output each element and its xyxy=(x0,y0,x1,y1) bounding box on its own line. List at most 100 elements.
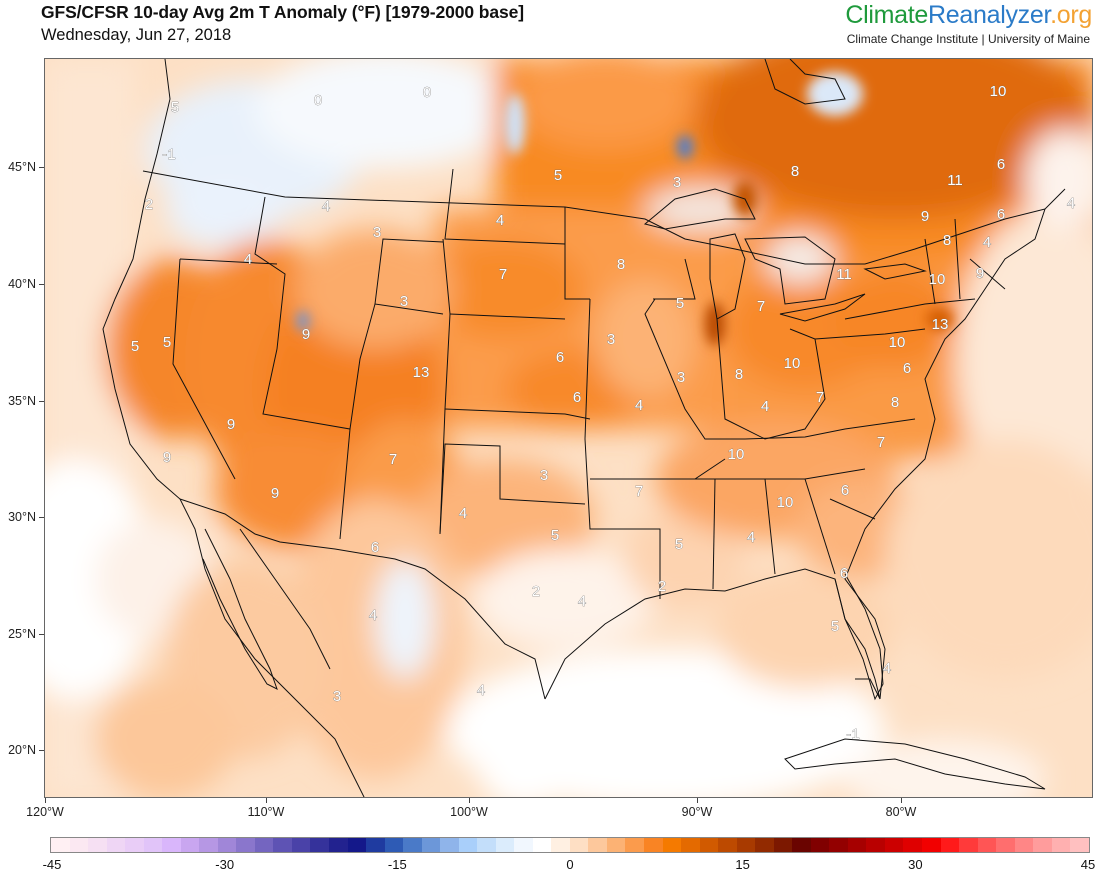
contour-label: 7 xyxy=(816,389,824,406)
contour-label: 9 xyxy=(921,208,929,225)
contour-label: 3 xyxy=(373,224,381,241)
lat-tick: 25°N xyxy=(0,627,44,648)
lon-tick: 120°W xyxy=(15,798,75,828)
brand-subtitle: Climate Change Institute | University of… xyxy=(846,32,1090,46)
lat-tick-label: 45°N xyxy=(8,160,36,174)
colorbar-swatch xyxy=(773,838,793,852)
lon-tick: 90°W xyxy=(667,798,727,828)
contour-label: 13 xyxy=(413,364,430,381)
contour-label: 10 xyxy=(889,334,906,351)
contour-label: 5 xyxy=(163,334,171,351)
lat-tick: 40°N xyxy=(0,277,44,298)
lat-tick: 20°N xyxy=(0,743,44,764)
anomaly-map: 0 0 5 -1 2 4 3 4 3 4 7 5 3 8 10 6 11 9 6 4 8 8 4 11 10 9 5 7 13 5 5 9 3 6… xyxy=(44,58,1093,798)
contour-label: 7 xyxy=(757,298,765,315)
colorbar-tick-label: -15 xyxy=(387,857,407,872)
colorbar-tick-label: 0 xyxy=(566,857,574,872)
contour-label: 4 xyxy=(761,398,769,415)
contour-label: 8 xyxy=(891,394,899,411)
brand-logo[interactable]: ClimateReanalyzer.org xyxy=(845,1,1092,30)
colorbar-swatch xyxy=(495,838,515,852)
colorbar-swatch xyxy=(625,838,644,852)
contour-label: 4 xyxy=(496,212,504,229)
contour-label: 5 xyxy=(554,167,562,184)
colorbar-swatch xyxy=(569,838,589,852)
colorbar-swatch xyxy=(588,838,607,852)
contour-label: 4 xyxy=(369,607,377,624)
contour-label: 8 xyxy=(943,232,951,249)
colorbar-tick-label: 45 xyxy=(1080,857,1096,872)
contour-label: 9 xyxy=(227,416,235,433)
contour-label: 4 xyxy=(1067,195,1075,212)
tick-mark xyxy=(39,517,44,518)
brand-part-org: .org xyxy=(1050,1,1092,29)
colorbar-swatch xyxy=(718,838,737,852)
tick-mark xyxy=(39,167,44,168)
contour-label: 9 xyxy=(163,449,171,466)
brand-part-reanalyzer: Reanalyzer xyxy=(928,1,1051,29)
colorbar-swatch xyxy=(143,838,163,852)
contour-label: 3 xyxy=(607,331,615,348)
lat-tick: 30°N xyxy=(0,510,44,531)
colorbar-swatch xyxy=(51,838,70,852)
colorbar-swatch xyxy=(755,838,774,852)
colorbar-swatch xyxy=(477,838,496,852)
contour-label: 5 xyxy=(675,536,683,553)
contour-label: 3 xyxy=(677,369,685,386)
tick-mark xyxy=(39,284,44,285)
lon-tick: 80°W xyxy=(871,798,931,828)
political-boundaries xyxy=(102,59,1066,797)
contour-label: 3 xyxy=(673,174,681,191)
contour-label: 10 xyxy=(990,83,1007,100)
tick-mark xyxy=(39,401,44,402)
colorbar-swatch xyxy=(736,838,756,852)
anomaly-field xyxy=(45,59,1092,797)
colorbar-swatch xyxy=(273,838,292,852)
lon-tick: 110°W xyxy=(236,798,296,828)
colorbar-swatch xyxy=(106,838,126,852)
colorbar-swatch xyxy=(866,838,885,852)
lat-tick: 35°N xyxy=(0,394,44,415)
contour-label: 5 xyxy=(171,99,179,116)
contour-label: 9 xyxy=(302,326,310,343)
colorbar-swatch xyxy=(69,838,89,852)
contour-label: 7 xyxy=(389,451,397,468)
contour-label: 6 xyxy=(841,482,849,499)
contour-label: 6 xyxy=(371,539,379,556)
date-subtitle: Wednesday, Jun 27, 2018 xyxy=(41,26,232,44)
contour-label: 0 xyxy=(423,84,431,101)
colorbar-swatch xyxy=(366,838,385,852)
tick-mark xyxy=(697,798,698,803)
colorbar-swatch xyxy=(940,838,960,852)
colorbar-swatch xyxy=(681,838,700,852)
colorbar-swatch xyxy=(1033,838,1052,852)
colorbar-tick-label: 30 xyxy=(908,857,923,872)
contour-label: 11 xyxy=(836,266,852,283)
lon-tick-label: 120°W xyxy=(26,805,64,819)
contour-label: 7 xyxy=(877,434,885,451)
contour-label: -1 xyxy=(846,726,859,743)
tick-mark xyxy=(469,798,470,803)
contour-label: 4 xyxy=(459,505,467,522)
contour-label: 3 xyxy=(540,467,548,484)
colorbar-swatch xyxy=(792,838,811,852)
colorbar-swatch xyxy=(458,838,478,852)
contour-label: 3 xyxy=(400,293,408,310)
colorbar-swatch xyxy=(440,838,459,852)
colorbar-swatch xyxy=(162,838,181,852)
contour-label: 6 xyxy=(556,349,564,366)
lat-tick-label: 30°N xyxy=(8,510,36,524)
lon-tick: 100°W xyxy=(439,798,499,828)
lon-tick-label: 110°W xyxy=(247,805,285,819)
contour-label: 4 xyxy=(635,397,643,414)
contour-label: 4 xyxy=(477,682,485,699)
contour-label: 10 xyxy=(728,446,745,463)
colorbar-swatch xyxy=(384,838,404,852)
contour-label: 4 xyxy=(578,593,586,610)
contour-label: 8 xyxy=(735,366,743,383)
lon-tick-label: 90°W xyxy=(681,805,713,819)
colorbar-swatch xyxy=(903,838,922,852)
tick-mark xyxy=(45,798,46,803)
